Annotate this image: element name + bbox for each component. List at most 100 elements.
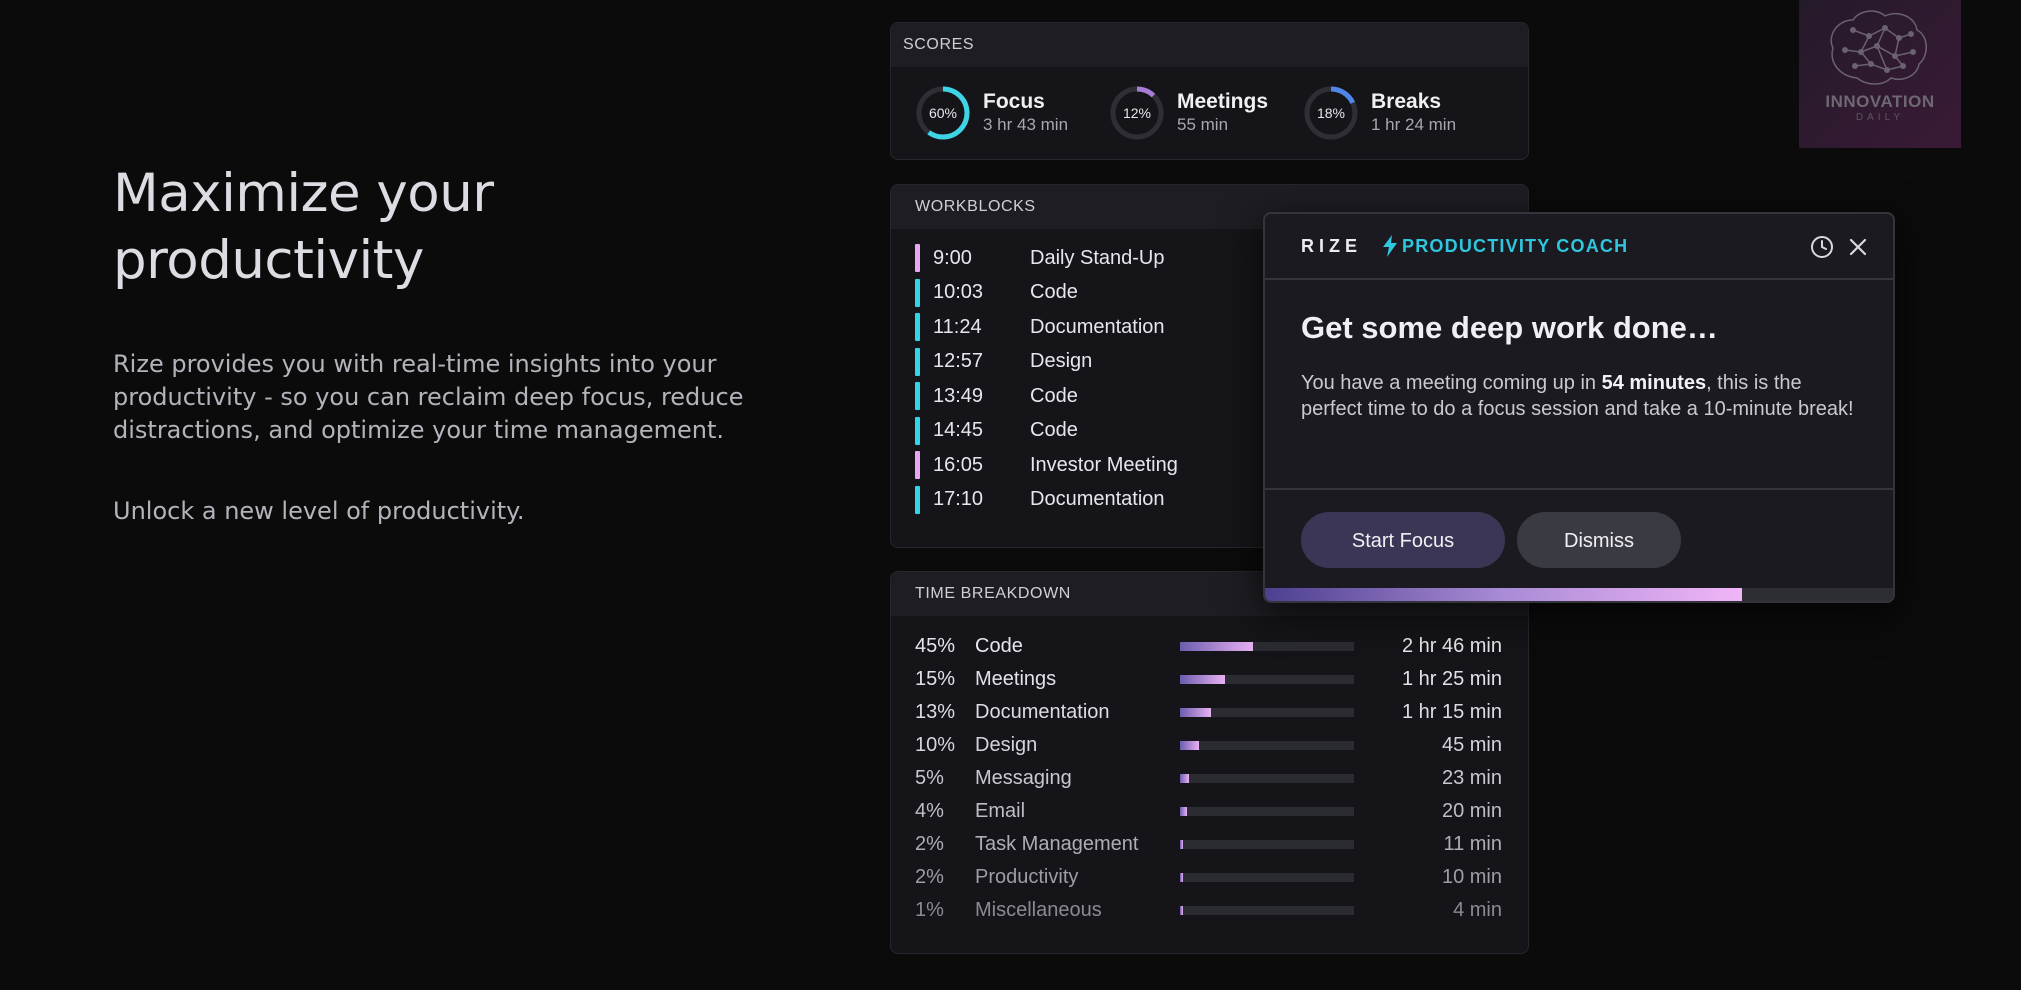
- breakdown-duration: 10 min: [1441, 866, 1502, 888]
- workblock-time: 17:10: [933, 488, 984, 511]
- workblock-color-bar: [915, 451, 920, 480]
- breakdown-row[interactable]: 1% Miscellaneous 4 min: [915, 894, 1528, 927]
- breaks-time: 1 hr 24 min: [1371, 115, 1457, 134]
- breakdown-percent: 1%: [915, 899, 944, 921]
- breakdown-category: Design: [975, 734, 1038, 756]
- workblock-row[interactable]: 10:03 Code: [915, 276, 1528, 311]
- coach-title: Get some deep work done…: [1301, 310, 1718, 345]
- scores-card: SCORES 60% Focus 3 hr 43 min 12%: [890, 22, 1529, 160]
- breakdown-row[interactable]: 10% Design 45 min: [915, 729, 1528, 762]
- workblock-color-bar: [915, 313, 920, 342]
- workblock-row[interactable]: 13:49 Code: [915, 379, 1528, 414]
- breakdown-category: Meetings: [975, 668, 1057, 690]
- coach-label: PRODUCTIVITY COACH: [1402, 235, 1629, 256]
- workblock-color-bar: [915, 382, 920, 411]
- breakdown-percent: 4%: [915, 800, 944, 822]
- logo-subtitle: DAILY: [1855, 112, 1905, 123]
- workblock-time: 9:00: [933, 246, 972, 269]
- breakdown-row[interactable]: 13% Documentation 1 hr 15 min: [915, 696, 1528, 729]
- breakdown-bar-track: [1180, 873, 1354, 882]
- breakdown-row[interactable]: 2% Task Management 11 min: [915, 828, 1528, 861]
- workblock-name: Design: [1030, 350, 1093, 373]
- close-icon[interactable]: [1845, 234, 1871, 260]
- breakdown-bar-track: [1180, 906, 1354, 915]
- breakdown-bar-fill: [1180, 906, 1183, 915]
- workblock-color-bar: [915, 278, 920, 307]
- score-meetings[interactable]: 12% Meetings 55 min: [1109, 85, 1303, 141]
- focus-percent: 60%: [928, 105, 958, 121]
- breakdown-row[interactable]: 4% Email 20 min: [915, 795, 1528, 828]
- breakdown-category: Code: [975, 635, 1023, 657]
- meetings-ring: 12%: [1109, 85, 1165, 141]
- meetings-time: 55 min: [1177, 115, 1229, 134]
- workblock-color-bar: [915, 347, 920, 376]
- workblock-color-bar: [915, 416, 920, 445]
- meetings-label: Meetings: [1177, 90, 1269, 113]
- workblock-row[interactable]: 14:45 Code: [915, 414, 1528, 449]
- productivity-coach-popup: RIZE PRODUCTIVITY COACH Get some deep wo…: [1263, 212, 1895, 603]
- workblock-row[interactable]: 16:05 Investor Meeting: [915, 448, 1528, 483]
- breakdown-category: Messaging: [975, 767, 1072, 789]
- hero-tagline: Unlock a new level of productivity.: [113, 497, 525, 525]
- breakdown-bar-track: [1180, 807, 1354, 816]
- meeting-countdown: 54 minutes: [1601, 372, 1707, 394]
- breakdown-percent: 5%: [915, 767, 944, 789]
- breakdown-duration: 4 min: [1453, 899, 1502, 921]
- breakdown-percent: 2%: [915, 866, 944, 888]
- workblock-name: Code: [1030, 419, 1078, 442]
- dismiss-button[interactable]: Dismiss: [1517, 512, 1681, 568]
- meetings-percent: 12%: [1122, 105, 1152, 121]
- meetings-ring-fill: [1110, 86, 1164, 140]
- breakdown-percent: 2%: [915, 833, 944, 855]
- breakdown-duration: 23 min: [1441, 767, 1502, 789]
- brain-network-icon: [1830, 10, 1927, 85]
- coach-progress-fill: [1265, 588, 1743, 601]
- start-focus-button[interactable]: Start Focus: [1301, 512, 1505, 568]
- breakdown-category: Miscellaneous: [975, 899, 1102, 921]
- breakdown-row[interactable]: 45% Code 2 hr 46 min: [915, 630, 1528, 663]
- breakdown-bar-fill: [1180, 840, 1184, 849]
- score-focus[interactable]: 60% Focus 3 hr 43 min: [915, 85, 1109, 141]
- hero-section: Maximize your productivity Rize provides…: [113, 160, 813, 528]
- coach-message-text: You have a meeting coming up in: [1301, 372, 1602, 394]
- workblock-row[interactable]: 17:10 Documentation: [915, 483, 1528, 518]
- hero-description: Rize provides you with real-time insight…: [113, 350, 744, 444]
- breakdown-bar-track: [1180, 642, 1354, 651]
- breakdown-row[interactable]: 5% Messaging 23 min: [915, 762, 1528, 795]
- workblock-time: 13:49: [933, 384, 984, 407]
- coach-message: You have a meeting coming up in 54 minut…: [1301, 370, 1857, 422]
- clock-icon[interactable]: [1809, 234, 1835, 260]
- breakdown-duration: 1 hr 25 min: [1401, 668, 1502, 690]
- breakdown-duration: 20 min: [1441, 800, 1502, 822]
- score-breaks[interactable]: 18% Breaks 1 hr 24 min: [1303, 85, 1497, 141]
- coach-message-rest: , this is the perfect time to do a focus…: [1301, 372, 1854, 420]
- breakdown-bar-fill: [1180, 774, 1189, 783]
- workblock-name: Documentation: [1030, 315, 1165, 338]
- breakdown-duration: 2 hr 46 min: [1401, 635, 1502, 657]
- scores-header: SCORES: [891, 23, 1528, 67]
- breakdown-row[interactable]: 2% Productivity 10 min: [915, 861, 1528, 894]
- workblock-color-bar: [915, 244, 920, 273]
- workblock-row[interactable]: 9:00 Daily Stand-Up: [915, 241, 1528, 276]
- workblock-time: 10:03: [933, 281, 984, 304]
- workblocks-list: 9:00 Daily Stand-Up 10:03 Code 11:24 Docume…: [891, 229, 1528, 517]
- breakdown-percent: 15%: [915, 668, 956, 690]
- breakdown-duration: 45 min: [1441, 734, 1502, 756]
- workblock-time: 11:24: [933, 315, 982, 338]
- breaks-label: Breaks: [1371, 90, 1442, 113]
- breakdown-row[interactable]: 15% Meetings 1 hr 25 min: [915, 663, 1528, 696]
- workblock-name: Daily Stand-Up: [1030, 246, 1165, 269]
- workblock-row[interactable]: 12:57 Design: [915, 345, 1528, 380]
- workblock-name: Investor Meeting: [1030, 453, 1178, 476]
- coach-body: Get some deep work done… You have a meet…: [1265, 280, 1893, 490]
- breakdown-category: Documentation: [975, 701, 1110, 723]
- focus-ring: 60%: [915, 85, 971, 141]
- breakdown-percent: 10%: [915, 734, 956, 756]
- focus-label: Focus: [983, 90, 1045, 113]
- coach-progress-bar: [1265, 588, 1893, 601]
- breakdown-bar-fill: [1180, 873, 1184, 882]
- workblock-row[interactable]: 11:24 Documentation: [915, 310, 1528, 345]
- breakdown-category: Email: [975, 800, 1026, 822]
- breakdown-bar-fill: [1180, 741, 1200, 750]
- breakdown-duration: 1 hr 15 min: [1401, 701, 1502, 723]
